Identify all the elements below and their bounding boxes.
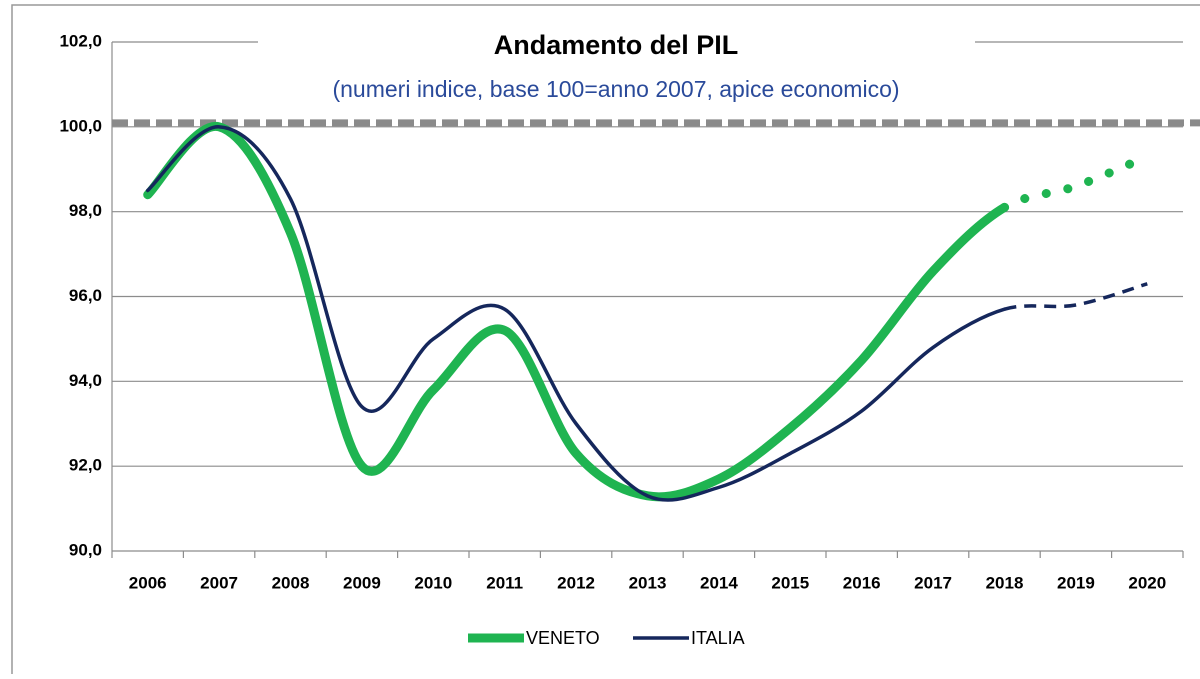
x-tick-label: 2008 [272,573,310,592]
x-tick-label: 2017 [914,573,952,592]
y-tick-label: 100,0 [59,116,102,135]
x-tick-label: 2011 [486,573,523,592]
legend-label: VENETO [526,628,600,648]
x-tick-label: 2010 [414,573,452,592]
x-tick-label: 2019 [1057,573,1095,592]
x-tick-label: 2007 [200,573,238,592]
x-tick-label: 2015 [771,573,809,592]
line-series [143,122,1009,502]
chart-frame [11,4,1200,679]
y-tick-label: 102,0 [59,31,102,50]
x-tick-label: 2012 [557,573,595,592]
y-tick-label: 96,0 [69,286,102,305]
chart-subtitle: (numeri indice, base 100=anno 2007, apic… [332,76,899,102]
grid [112,41,1183,552]
line-projection [1004,282,1148,311]
y-tick-label: 98,0 [69,201,102,220]
chart-title: Andamento del PIL [494,30,739,60]
x-tick-label: 2009 [343,573,381,592]
y-tick-label: 90,0 [69,540,102,559]
line-projection [1000,152,1152,212]
y-tick-label: 94,0 [69,371,102,390]
x-tick-label: 2013 [629,573,667,592]
title-background [258,20,975,110]
line-series [145,125,1007,502]
x-tick-label: 2018 [986,573,1024,592]
x-tick-label: 2006 [129,573,167,592]
y-tick-label: 92,0 [69,456,102,475]
x-tick-label: 2020 [1128,573,1166,592]
x-tick-label: 2014 [700,573,738,592]
x-tick-label: 2016 [843,573,881,592]
legend-label: ITALIA [691,628,745,648]
